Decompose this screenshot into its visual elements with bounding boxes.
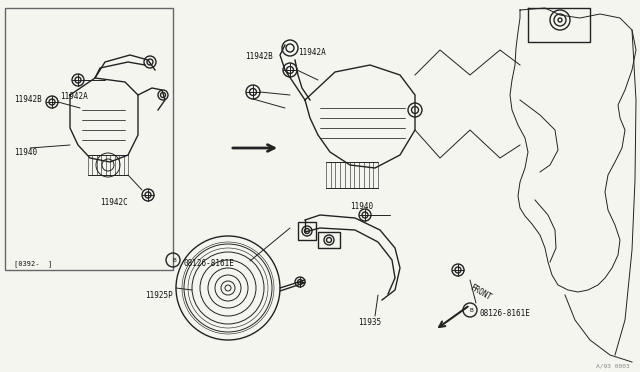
Bar <box>318 232 340 248</box>
Text: [0392-  ]: [0392- ] <box>14 260 52 267</box>
Text: 11935: 11935 <box>358 318 381 327</box>
Text: B: B <box>172 259 176 263</box>
Text: 11942B: 11942B <box>245 52 273 61</box>
Text: 11942A: 11942A <box>298 48 326 57</box>
Text: 08126-8161E: 08126-8161E <box>480 308 531 317</box>
Text: 11925P: 11925P <box>145 291 173 299</box>
Text: 11942C: 11942C <box>100 198 128 207</box>
Text: 11940: 11940 <box>14 148 37 157</box>
Text: 08126-8161E: 08126-8161E <box>183 259 234 267</box>
Text: 11940: 11940 <box>350 202 373 211</box>
Text: 11942B: 11942B <box>14 95 42 104</box>
Text: B: B <box>469 308 473 314</box>
Text: FRONT: FRONT <box>468 283 493 302</box>
Bar <box>298 222 316 240</box>
Text: 11942A: 11942A <box>60 92 88 101</box>
Text: A/93 0003: A/93 0003 <box>596 363 630 368</box>
Bar <box>5 8 173 270</box>
